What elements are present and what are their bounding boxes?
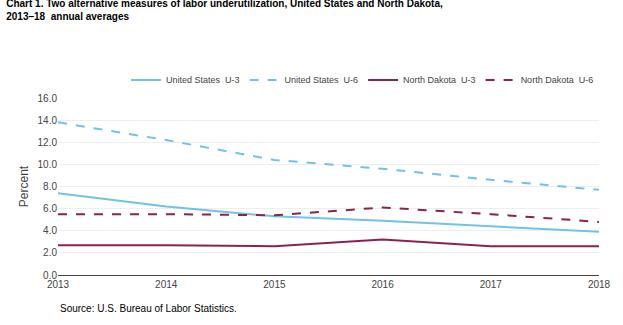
- svg-text:Chart 1. Two alternative measu: Chart 1. Two alternative measures of lab…: [6, 0, 443, 22]
- svg-text:2015: 2015: [263, 279, 286, 290]
- svg-text:Percent: Percent: [17, 165, 31, 207]
- svg-text:4.0: 4.0: [43, 225, 57, 236]
- svg-text:12.0: 12.0: [38, 137, 58, 148]
- svg-text:14.0: 14.0: [38, 115, 58, 126]
- svg-text:North Dakota U-3: North Dakota U-3: [403, 75, 476, 85]
- svg-text:2016: 2016: [371, 279, 394, 290]
- svg-text:2018: 2018: [588, 279, 611, 290]
- svg-text:16.0: 16.0: [38, 93, 58, 104]
- svg-text:United States U-6: United States U-6: [285, 75, 359, 85]
- svg-text:2.0: 2.0: [43, 247, 57, 258]
- svg-text:United States U-3: United States U-3: [166, 75, 240, 85]
- svg-text:10.0: 10.0: [38, 159, 58, 170]
- svg-text:2014: 2014: [155, 279, 178, 290]
- svg-text:6.0: 6.0: [43, 203, 57, 214]
- svg-text:Source: U.S. Bureau of Labor S: Source: U.S. Bureau of Labor Statistics.: [60, 303, 237, 314]
- svg-text:2017: 2017: [480, 279, 503, 290]
- svg-text:8.0: 8.0: [43, 181, 57, 192]
- svg-text:North Dakota U-6: North Dakota U-6: [521, 75, 594, 85]
- svg-text:0.0: 0.0: [43, 270, 57, 281]
- svg-text:2013: 2013: [47, 279, 70, 290]
